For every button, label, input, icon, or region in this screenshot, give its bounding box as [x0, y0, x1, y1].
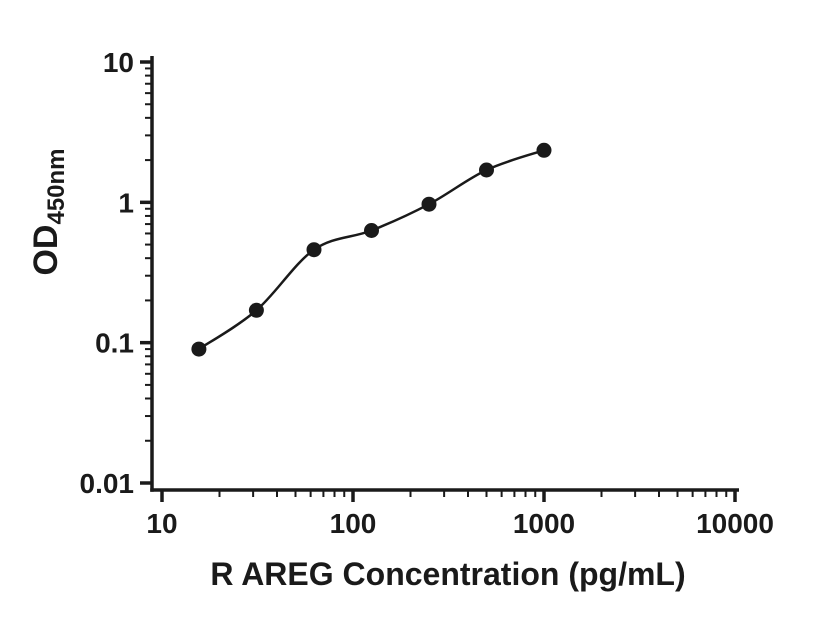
y-tick-label: 0.1	[95, 328, 134, 359]
x-tick-label: 10	[146, 508, 177, 539]
x-axis-title: R AREG Concentration (pg/mL)	[210, 556, 685, 592]
y-axis-title-subscript: 450nm	[43, 148, 70, 224]
data-point-marker	[421, 196, 437, 212]
curve-layer	[198, 149, 545, 351]
y-tick-label: 10	[103, 47, 134, 78]
data-point-marker	[479, 162, 494, 178]
data-point-marker	[364, 223, 379, 238]
y-axis-title: OD450nm	[27, 148, 70, 275]
data-point-marker	[248, 302, 264, 318]
marker-layer	[191, 142, 552, 357]
axes-layer	[150, 56, 739, 492]
x-tick-label: 10000	[696, 508, 774, 539]
x-tick-label: 1000	[513, 508, 575, 539]
x-tick-label: 100	[330, 508, 377, 539]
y-tick-label: 1	[118, 187, 134, 218]
data-point-marker	[191, 341, 207, 357]
y-axis-title-main: OD	[27, 225, 65, 276]
y-tick-label: 0.01	[80, 468, 135, 499]
fit-curve	[198, 149, 545, 351]
data-point-marker	[306, 242, 322, 258]
data-point-marker	[536, 142, 552, 158]
tick-layer: 10 100 1000 10000 0.01 0.1 1 10	[80, 47, 774, 539]
